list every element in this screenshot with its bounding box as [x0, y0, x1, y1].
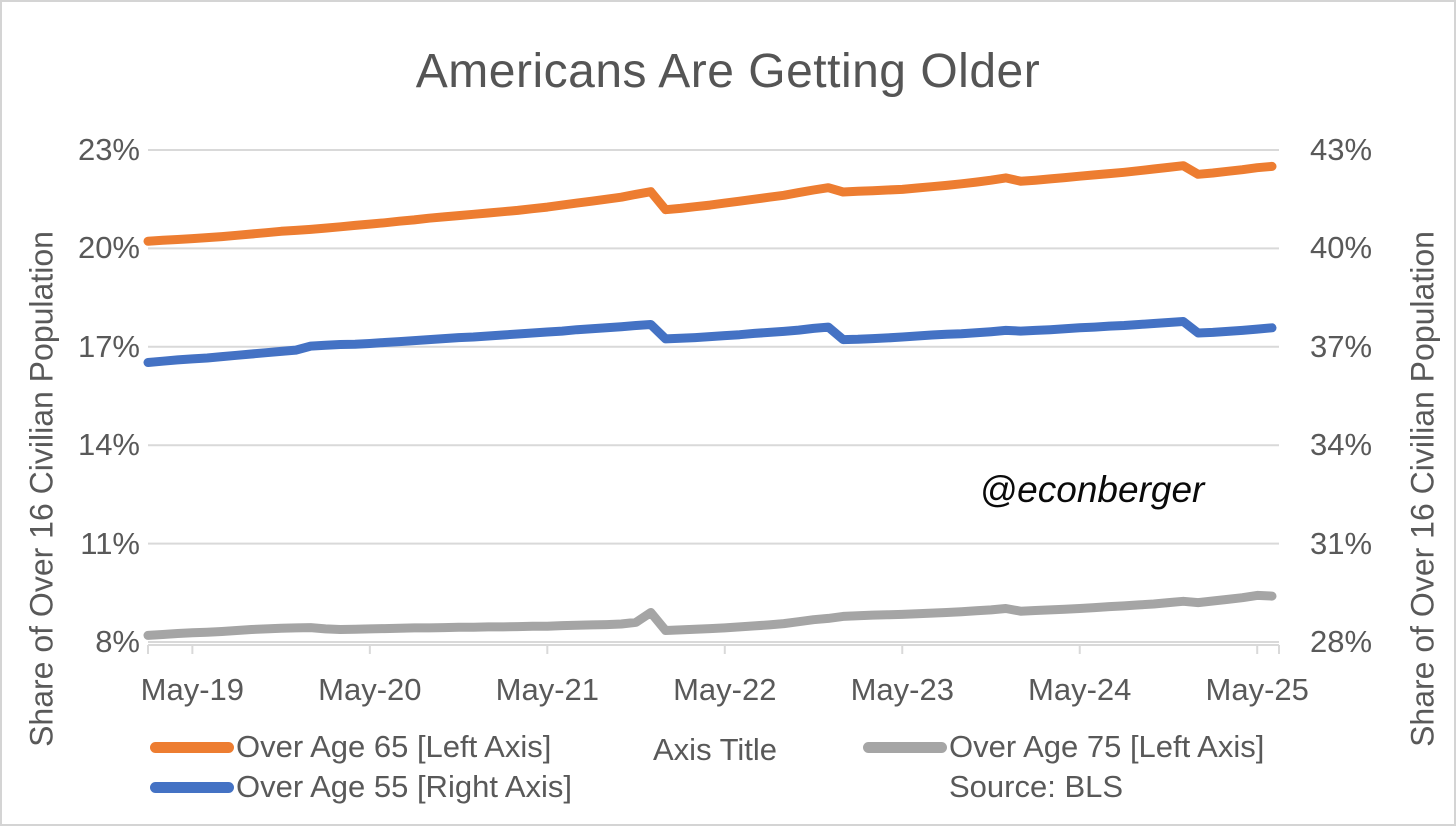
left-axis-tick-label: 14%: [77, 427, 140, 463]
watermark: @econberger: [979, 469, 1205, 510]
left-axis-tick-label: 17%: [77, 328, 140, 364]
legend-label-over-65: Over Age 65 [Left Axis]: [236, 729, 552, 764]
chart-title: Americans Are Getting Older: [415, 45, 1041, 98]
x-axis-tick-label: May-21: [495, 672, 599, 707]
series-line-over-age-75-left-axis-: [143, 590, 1277, 640]
left-axis-tick-label: 23%: [77, 132, 140, 167]
right-axis-tick-label: 28%: [1310, 624, 1373, 659]
right-axis-tick-label: 43%: [1310, 132, 1373, 167]
series-line-over-age-55-right-axis-: [143, 317, 1277, 367]
x-axis-tick-label: May-25: [1205, 672, 1309, 707]
left-axis-tick-label: 20%: [77, 230, 140, 266]
series-line-over-age-65-left-axis-: [143, 161, 1277, 246]
legend-marker-over-55: [150, 782, 234, 793]
right-axis-tick-label: 37%: [1310, 328, 1373, 364]
left-axis-tick-label: 11%: [80, 525, 140, 561]
legend-label-over-75: Over Age 75 [Left Axis]: [949, 729, 1265, 764]
legend-label-over-55: Over Age 55 [Right Axis]: [236, 769, 573, 804]
x-axis-tick-label: May-24: [1028, 672, 1132, 707]
x-axis-title: Axis Title: [653, 732, 778, 767]
source-note: Source: BLS: [949, 769, 1124, 804]
x-axis-tick-label: May-19: [140, 672, 245, 707]
x-axis-tick-label: May-20: [318, 672, 422, 707]
left-axis-tick-label: 8%: [95, 624, 140, 659]
right-axis-tick-label: 31%: [1310, 525, 1373, 561]
legend-marker-over-75: [863, 742, 947, 753]
x-axis-tick-label: May-23: [850, 672, 954, 707]
right-axis-tick-label: 34%: [1310, 427, 1373, 463]
right-axis-tick-label: 40%: [1310, 230, 1373, 266]
legend-marker-over-65: [150, 742, 234, 753]
x-axis-tick-label: May-22: [673, 672, 777, 707]
